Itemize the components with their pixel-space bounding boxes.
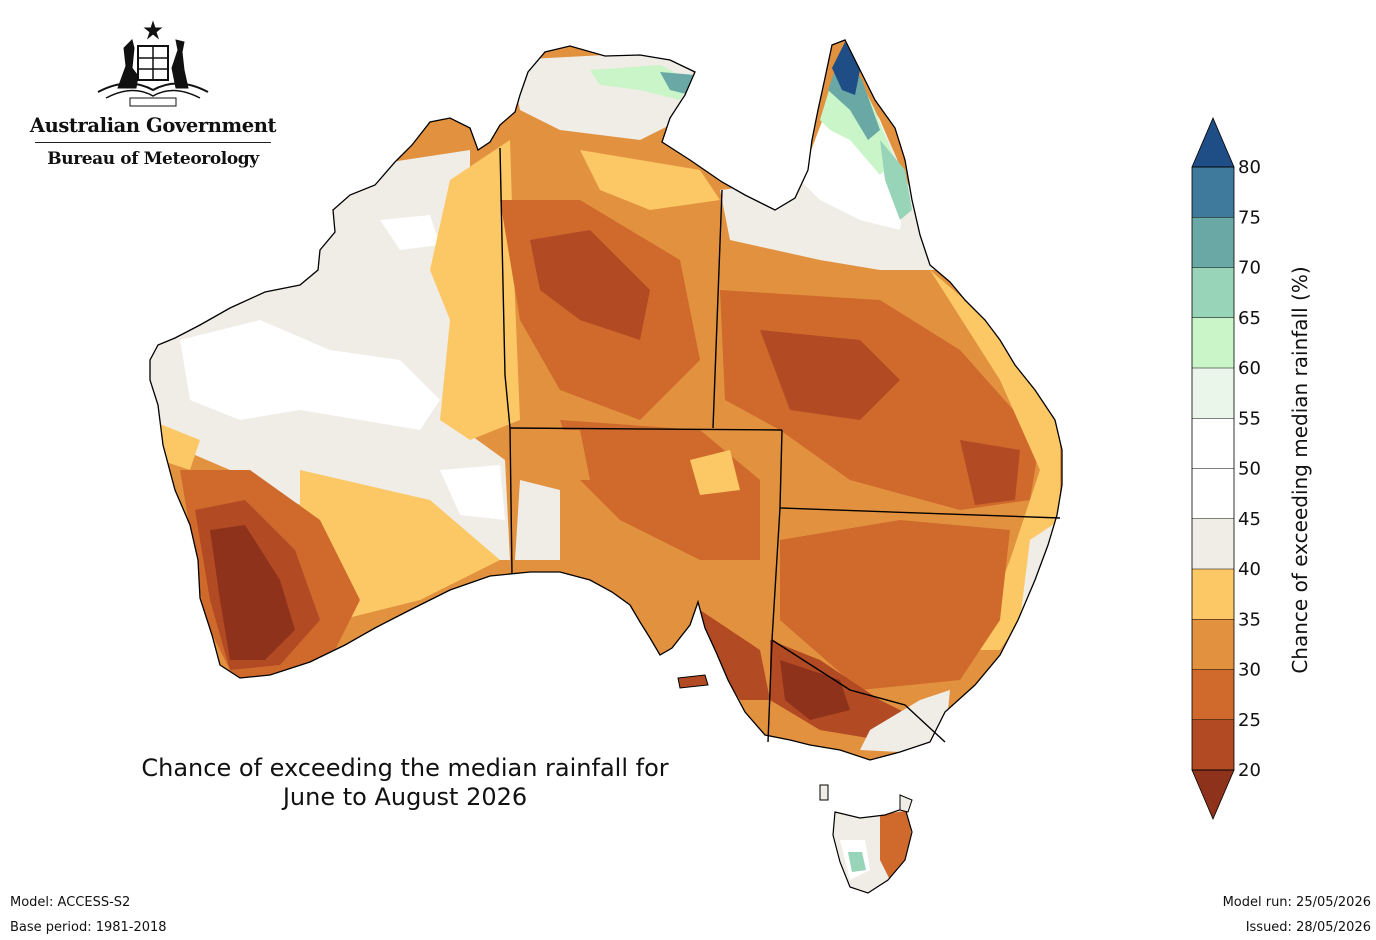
king-island <box>819 784 829 801</box>
map-title-line1: Chance of exceeding the median rainfall … <box>141 754 669 782</box>
tasmania-coastline <box>832 807 913 894</box>
footer-model-run: Model run: 25/05/2026 <box>1222 895 1371 910</box>
colorbar-tick-label: 55 <box>1238 408 1261 429</box>
colorbar-extend-top <box>1191 117 1235 168</box>
colorbar-label: Chance of exceeding median rainfall (%) <box>1288 266 1312 674</box>
colorbar-tick-label: 70 <box>1238 258 1261 279</box>
colorbar-tick-label: 25 <box>1238 710 1261 731</box>
footer-model: Model: ACCESS-S2 <box>10 895 131 910</box>
agency-name: Bureau of Meteorology <box>47 149 259 169</box>
colorbar-tick-label: 75 <box>1238 207 1261 228</box>
colorbar-tick-label: 30 <box>1238 660 1261 681</box>
colorbar-tick-label: 60 <box>1238 358 1261 379</box>
colorbar-extend-bottom <box>1191 769 1235 821</box>
colorbar-tick-label: 65 <box>1238 308 1261 329</box>
colorbar-segment <box>1192 669 1234 720</box>
colorbar-segment <box>1192 217 1234 268</box>
colorbar-segment <box>1192 418 1234 469</box>
state-borders <box>499 147 1061 743</box>
colorbar-segment <box>1192 267 1234 318</box>
colorbar-tick-label: 35 <box>1238 609 1261 630</box>
colorbar-segment <box>1192 468 1234 519</box>
colorbar-segment <box>1192 167 1234 218</box>
colorbar-segment <box>1192 619 1234 670</box>
colorbar-tick-label: 80 <box>1238 157 1261 178</box>
logo-divider <box>35 142 271 143</box>
colorbar-tick-label: 45 <box>1238 509 1261 530</box>
map-title-line2: June to August 2026 <box>282 783 528 811</box>
footer-left: Model: ACCESS-S2 Base period: 1981-2018 <box>10 890 167 940</box>
colorbar-segment <box>1192 719 1234 770</box>
agency-logo: Australian Government Bureau of Meteorol… <box>28 18 278 169</box>
colorbar-segment <box>1192 569 1234 620</box>
coat-of-arms-icon <box>97 20 209 107</box>
map-title: Chance of exceeding the median rainfall … <box>60 754 750 812</box>
colorbar-tick-label: 50 <box>1238 459 1261 480</box>
footer-right: Model run: 25/05/2026 Issued: 28/05/2026 <box>1223 890 1371 940</box>
colorbar-segment <box>1192 518 1234 569</box>
colorbar: 20 25 30 35 40 45 50 55 60 65 70 75 80 <box>1191 117 1261 821</box>
footer-issued: Issued: 28/05/2026 <box>1245 920 1371 935</box>
colorbar-tick-label: 40 <box>1238 559 1261 580</box>
kangaroo-island <box>677 674 709 689</box>
colorbar-segment <box>1192 317 1234 368</box>
flinders-island <box>899 794 913 813</box>
colorbar-tick-label: 20 <box>1238 760 1261 781</box>
colorbar-segment <box>1192 368 1234 419</box>
government-name: Australian Government <box>29 114 277 137</box>
footer-base-period: Base period: 1981-2018 <box>10 920 167 935</box>
